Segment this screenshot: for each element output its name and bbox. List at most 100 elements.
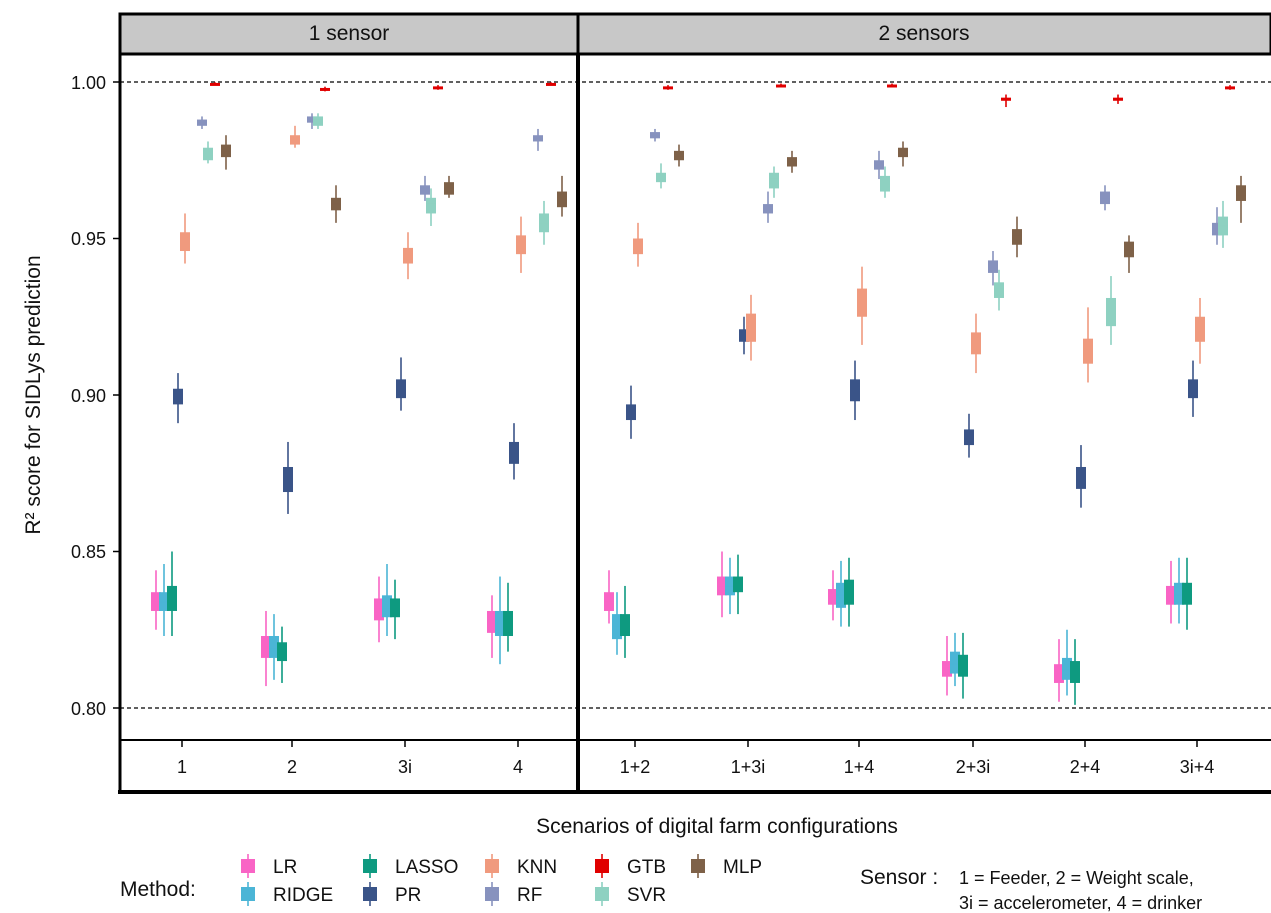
box-pr-1 [283,441,293,514]
box-gtb-0 [210,82,220,86]
box-gtb-6 [887,83,897,88]
y-axis-title: R² score for SIDLys prediction [22,255,45,534]
box-rf-3 [533,128,543,151]
box-body [633,238,643,255]
legend-key [485,887,499,901]
box-body [382,595,392,618]
box-body [964,429,974,446]
box-body [663,86,673,90]
box-mlp-3 [557,175,567,217]
legend-label: RF [517,885,542,906]
legend-label: SVR [627,885,666,906]
box-gtb-1 [320,86,330,92]
box-rf-5 [763,191,773,223]
legend-label: MLP [723,857,762,878]
box-lasso-8 [1070,639,1080,705]
box-mlp-7 [1012,216,1022,258]
box-body [1012,229,1022,245]
box-svr-2 [426,188,436,226]
box-body [850,379,860,402]
legend-item-mlp: MLP [691,854,762,878]
box-gtb-8 [1113,94,1123,104]
box-rf-4 [650,128,660,142]
box-knn-4 [633,222,643,267]
box-knn-5 [746,294,756,361]
box-body [874,160,884,170]
sensor-legend-title: Sensor : [860,866,938,889]
box-lasso-9 [1182,557,1192,630]
legend: Method: LR RIDGE LASSO PR KNN RF GTB SVR MLP Sen… [120,854,1202,913]
box-body [1182,582,1192,605]
box-body [546,82,556,86]
x-tick-label: 1+2 [620,757,651,777]
box-gtb-4 [663,85,673,90]
box-mlp-0 [221,135,231,170]
legend-label: LR [273,857,297,878]
box-body [763,204,773,214]
box-body [1124,241,1134,258]
box-body [420,185,430,195]
box-body [776,84,786,88]
box-mlp-9 [1236,175,1246,223]
x-tick-label: 4 [513,757,523,777]
box-body [971,332,981,355]
panel-title-2-sensors: 2 sensors [878,22,969,45]
box-mlp-5 [787,150,797,173]
box-svr-6 [880,166,890,198]
box-body [1076,466,1086,489]
legend-key [241,859,255,873]
legend-label: KNN [517,857,557,878]
box-lasso-2 [390,579,400,640]
x-tick-label: 3i [398,757,412,777]
box-rf-7 [988,251,998,286]
box-lasso-3 [503,582,513,652]
box-lasso-7 [958,632,968,699]
box-mlp-2 [444,175,454,198]
box-svr-9 [1218,200,1228,248]
box-body [828,589,838,605]
box-body [277,642,287,662]
box-svr-5 [769,166,779,198]
box-svr-1 [313,113,323,129]
x-tick-label: 1 [177,757,187,777]
box-pr-3 [509,423,519,480]
legend-item-gtb: GTB [595,854,666,878]
legend-label: GTB [627,857,666,878]
box-body [1236,185,1246,201]
y-tick-label: 0.95 [71,229,106,249]
box-body [994,282,1004,298]
box-body [746,313,756,342]
legend-title: Method: [120,878,196,901]
x-axis-title: Scenarios of digital farm configurations [536,815,898,838]
y-tick-label: 1.00 [71,73,106,93]
box-mlp-1 [331,185,341,223]
x-tick-label: 2 [287,757,297,777]
y-tick-label: 0.90 [71,386,106,406]
legend-label: RIDGE [273,885,333,906]
legend-label: LASSO [395,857,458,878]
box-body [880,175,890,192]
legend-item-svr: SVR [595,882,666,906]
box-body [261,636,271,658]
box-mlp-8 [1124,235,1134,273]
box-body [403,247,413,264]
box-body [857,288,867,317]
legend-key [595,859,609,873]
box-lasso-0 [167,551,177,637]
box-knn-1 [290,125,300,148]
box-body [1106,297,1116,327]
y-tick-label: 0.80 [71,699,106,719]
box-body [787,157,797,167]
box-lasso-1 [277,626,287,683]
box-knn-9 [1195,297,1205,364]
box-body [509,441,519,464]
sensor-legend-line-2: 3i = accelerometer, 4 = drinker [959,893,1202,913]
box-mlp-4 [674,144,684,167]
legend-item-lasso: LASSO [363,854,458,878]
x-axis: 1 2 3i 4 1+2 1+3i 1+4 2+3i 2+4 3i+4 [177,740,1214,777]
box-body [626,404,636,421]
legend-key [595,887,609,901]
box-knn-3 [516,216,526,273]
legend-key [485,859,499,873]
